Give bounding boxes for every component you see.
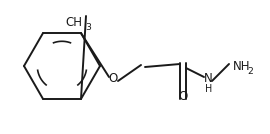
Text: CH: CH	[65, 16, 82, 29]
Text: N: N	[204, 72, 212, 85]
Text: O: O	[178, 90, 188, 103]
Text: O: O	[108, 72, 118, 85]
Text: NH: NH	[233, 59, 251, 72]
Text: H: H	[205, 84, 213, 94]
Text: 2: 2	[247, 66, 253, 75]
Text: 3: 3	[85, 23, 91, 31]
